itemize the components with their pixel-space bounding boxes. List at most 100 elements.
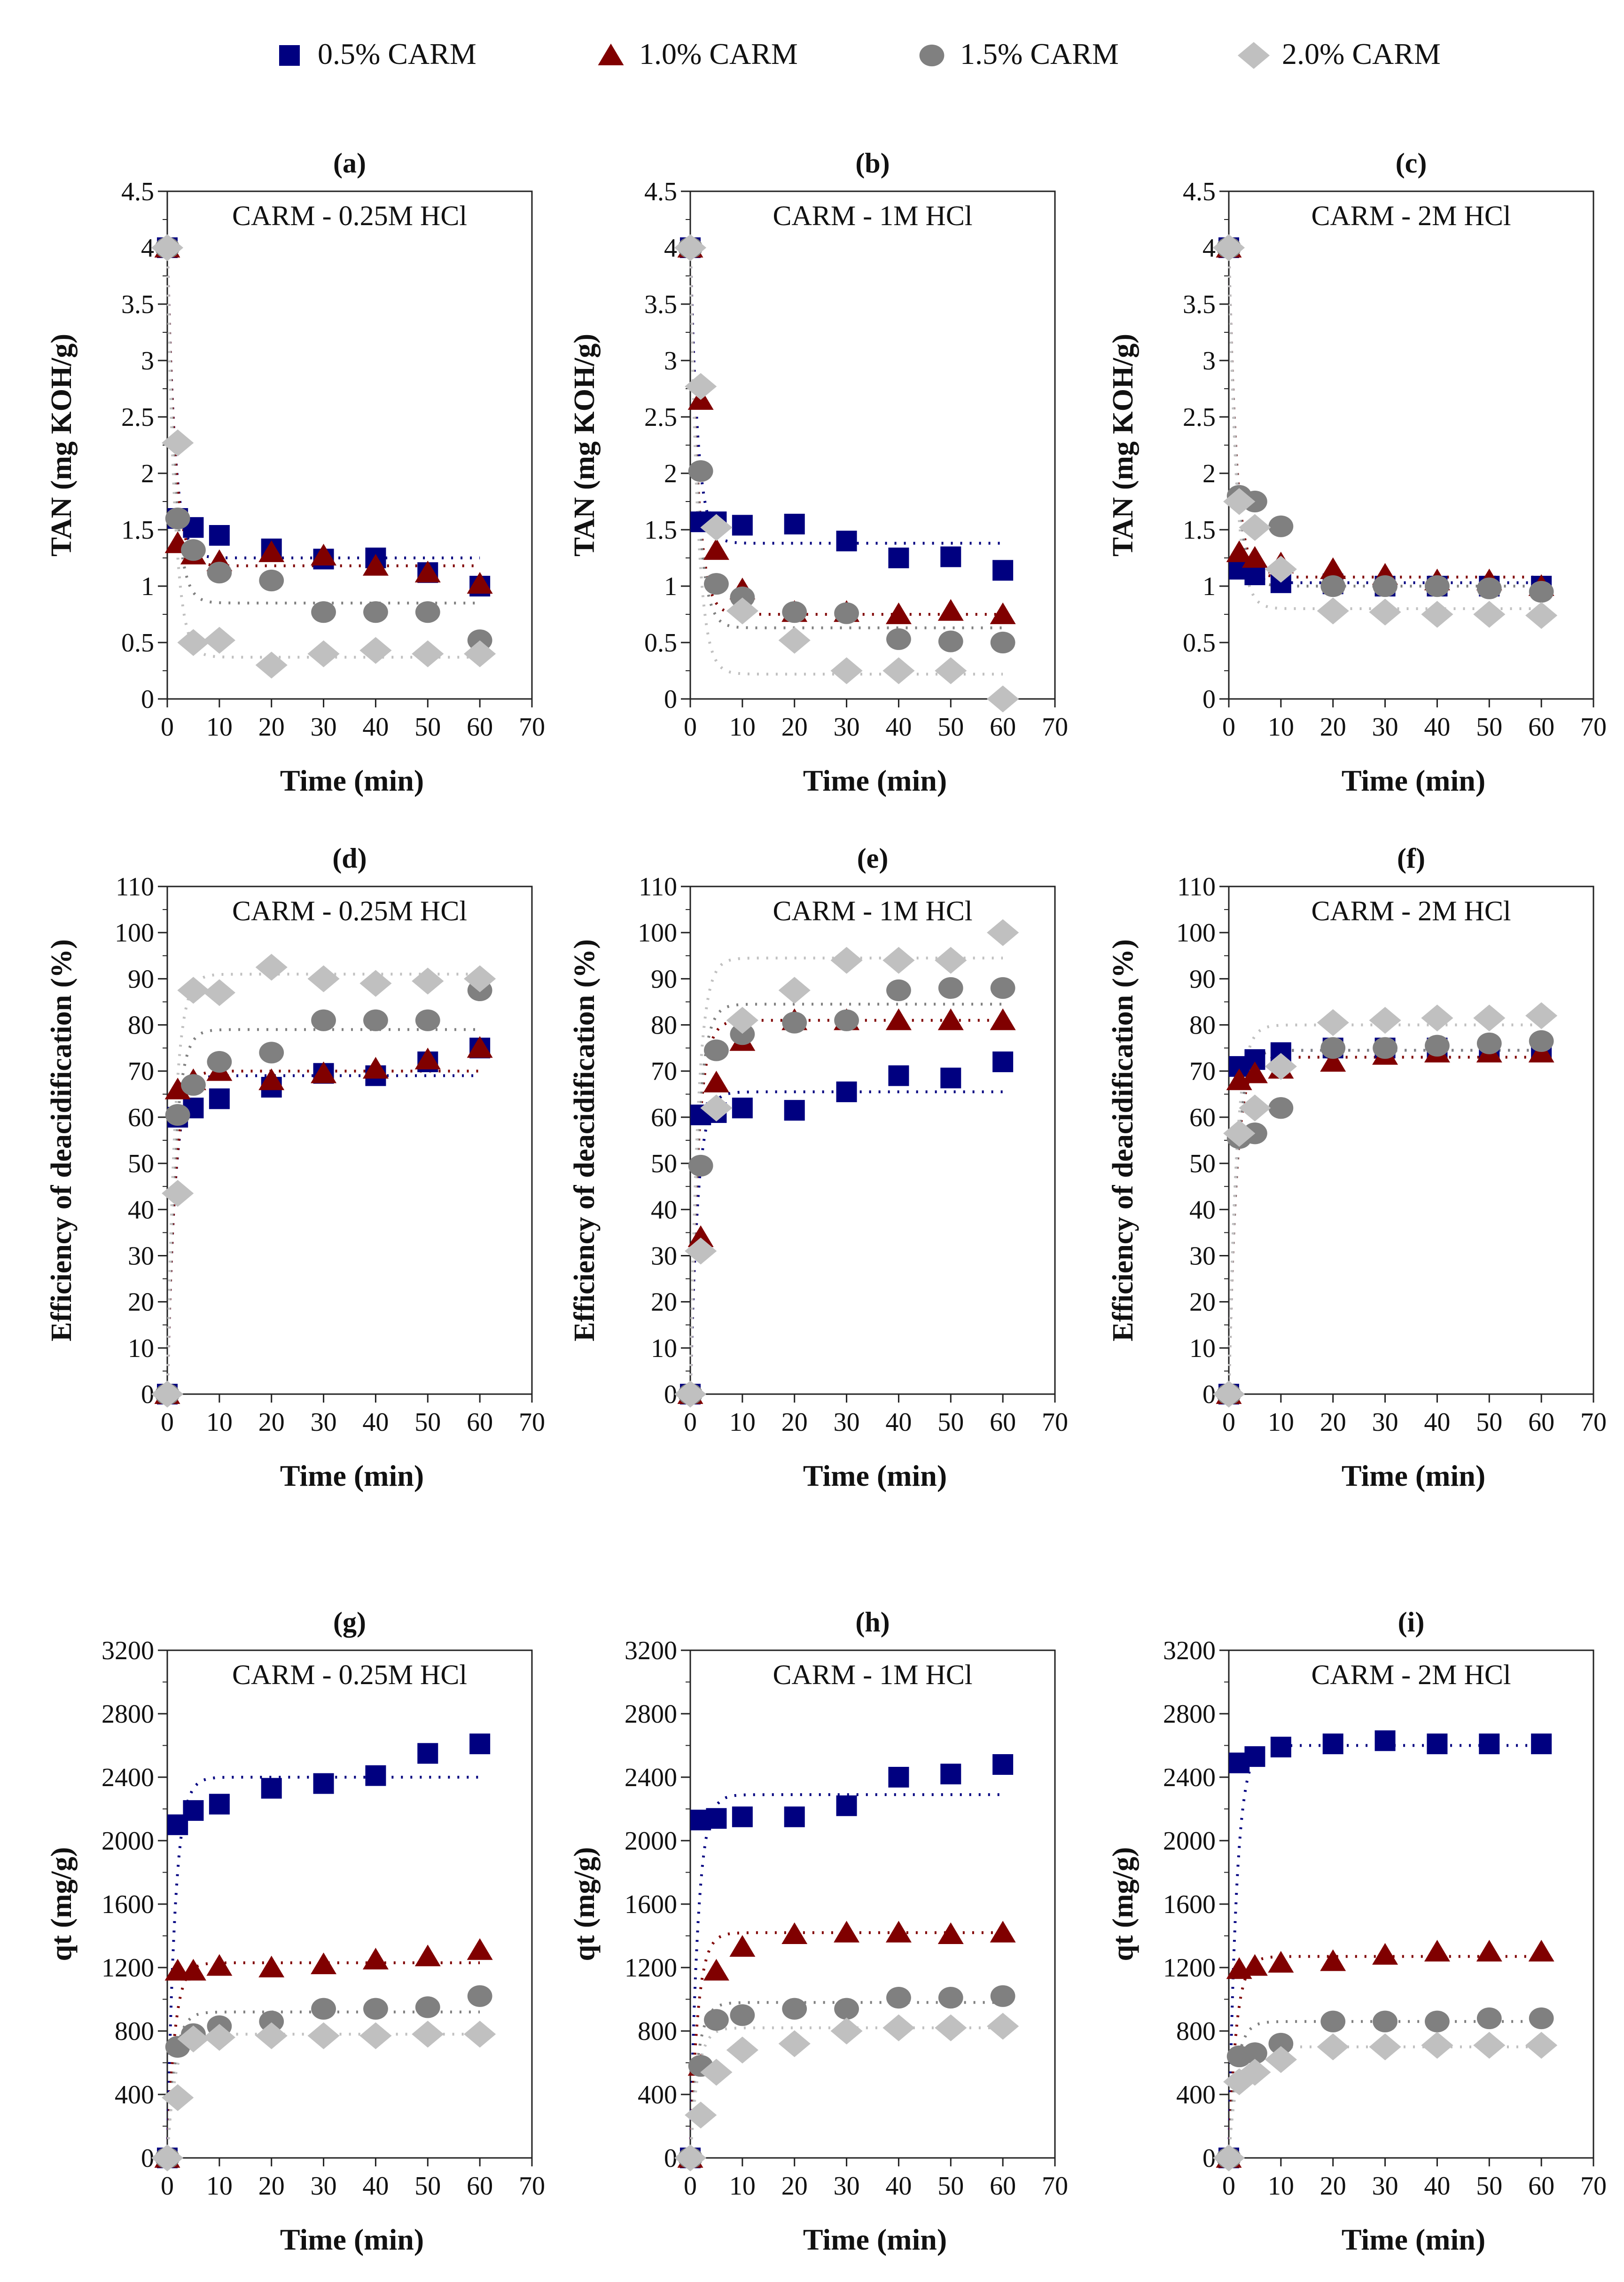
- x-tick-label: 10: [729, 1408, 756, 1437]
- x-tick-label: 70: [1042, 2172, 1068, 2201]
- x-tick-label: 70: [1042, 1408, 1068, 1437]
- data-point-square: [209, 1794, 230, 1815]
- y-tick-label: 2: [664, 459, 677, 488]
- data-point-circle: [415, 601, 440, 623]
- panel-label: (a): [333, 148, 366, 179]
- data-point-diamond: [685, 2102, 717, 2129]
- panel-a: (a) CARM - 0.25M HCl 0 10 20 30 40 50 60 70 0 0.5 1 1…: [46, 148, 545, 797]
- data-point-square: [1270, 1736, 1291, 1757]
- data-point-triangle: [362, 554, 389, 576]
- data-point-diamond: [674, 2144, 707, 2172]
- data-point-triangle: [834, 1921, 860, 1943]
- data-point-circle: [467, 1985, 492, 2007]
- data-point-diamond: [1421, 1004, 1453, 1032]
- data-point-diamond: [700, 514, 733, 541]
- x-tick-label: 40: [362, 1408, 389, 1437]
- panel-label: (g): [333, 1607, 366, 1638]
- fit-curve: [166, 247, 480, 567]
- x-tick-label: 0: [1222, 2172, 1235, 2201]
- x-tick-label: 60: [1528, 713, 1554, 742]
- data-point-diamond: [203, 2023, 235, 2051]
- y-tick-label: 4.5: [644, 177, 677, 206]
- diamond-legend-marker: [1237, 42, 1270, 69]
- x-tick-label: 0: [161, 2172, 174, 2201]
- x-tick-label: 50: [1476, 713, 1502, 742]
- data-point-diamond: [778, 2030, 811, 2057]
- legend-item: 0.5% CARM: [279, 37, 476, 71]
- data-point-triangle: [180, 1959, 206, 1981]
- x-axis-label: Time (min): [803, 764, 947, 797]
- y-tick-label: 800: [638, 2017, 677, 2046]
- data-point-diamond: [359, 637, 392, 664]
- data-point-diamond: [685, 1238, 717, 1265]
- data-point-diamond: [162, 429, 194, 456]
- x-tick-label: 0: [684, 713, 697, 742]
- y-tick-label: 90: [1189, 965, 1216, 994]
- y-tick-label: 3.5: [121, 290, 154, 319]
- y-tick-label: 90: [128, 965, 154, 994]
- data-point-circle: [938, 630, 963, 652]
- y-tick-label: 2800: [102, 1700, 154, 1729]
- data-point-triangle: [467, 572, 493, 594]
- panel-b: (b) CARM - 1M HCl 0 10 20 30 40 50 60 70 0 0.5 1 1.5 2…: [569, 148, 1068, 797]
- data-point-diamond: [674, 1380, 707, 1408]
- data-point-square: [836, 1081, 857, 1102]
- y-axis-label: qt (mg/g): [46, 1847, 78, 1961]
- y-tick-label: 70: [651, 1057, 677, 1086]
- square-legend-marker: [279, 45, 300, 66]
- data-point-triangle: [311, 1061, 337, 1083]
- panel-title: CARM - 0.25M HCl: [232, 1659, 467, 1690]
- data-point-diamond: [464, 640, 496, 667]
- y-tick-label: 2400: [625, 1763, 677, 1792]
- data-point-triangle: [1226, 1068, 1252, 1090]
- data-point-diamond: [1525, 2031, 1558, 2059]
- x-tick-label: 70: [1580, 713, 1607, 742]
- y-axis-label: TAN (mg KOH/g): [46, 334, 78, 557]
- data-point-circle: [259, 569, 284, 592]
- data-point-circle: [1320, 2010, 1346, 2032]
- data-point-square: [784, 1806, 805, 1827]
- data-point-diamond: [987, 2013, 1019, 2040]
- data-point-diamond: [935, 947, 967, 974]
- y-tick-label: 50: [1189, 1149, 1216, 1178]
- data-point-square: [784, 1100, 805, 1121]
- y-tick-label: 4.5: [121, 177, 154, 206]
- data-point-diamond: [255, 2022, 288, 2049]
- y-tick-label: 20: [128, 1288, 154, 1317]
- data-point-square: [732, 515, 753, 536]
- data-point-triangle: [362, 1947, 389, 1970]
- data-point-circle: [1320, 1037, 1346, 1059]
- data-point-diamond: [1317, 597, 1349, 625]
- data-point-diamond: [1473, 2031, 1506, 2059]
- data-point-triangle: [1320, 557, 1346, 579]
- x-tick-label: 10: [206, 1408, 233, 1437]
- y-tick-label: 20: [651, 1288, 677, 1317]
- x-tick-label: 20: [258, 2172, 285, 2201]
- x-tick-label: 50: [414, 713, 441, 742]
- fit-curve: [166, 247, 480, 659]
- y-tick-label: 110: [639, 872, 677, 902]
- legend-item: 1.5% CARM: [919, 37, 1119, 71]
- y-tick-label: 400: [638, 2080, 677, 2109]
- plot-frame: [689, 886, 1056, 1395]
- panel-label: (c): [1396, 148, 1427, 179]
- y-axis-label: Efficiency of deacidification (%): [569, 939, 601, 1341]
- panel-title: CARM - 0.25M HCl: [232, 200, 467, 231]
- y-tick-label: 70: [1189, 1057, 1216, 1086]
- data-point-circle: [990, 977, 1015, 999]
- fit-curve: [689, 1090, 1003, 1395]
- y-tick-label: 400: [1176, 2080, 1216, 2109]
- data-point-circle: [1476, 1032, 1502, 1054]
- y-tick-label: 80: [651, 1011, 677, 1040]
- y-tick-label: 4.5: [1183, 177, 1216, 206]
- x-tick-label: 50: [1476, 1408, 1502, 1437]
- x-tick-label: 60: [467, 1408, 493, 1437]
- data-point-triangle: [1268, 1951, 1294, 1973]
- data-point-diamond: [151, 2144, 184, 2172]
- data-point-square: [836, 531, 857, 551]
- x-tick-label: 70: [1580, 1408, 1607, 1437]
- data-point-circle: [165, 507, 190, 530]
- x-tick-label: 0: [1222, 713, 1235, 742]
